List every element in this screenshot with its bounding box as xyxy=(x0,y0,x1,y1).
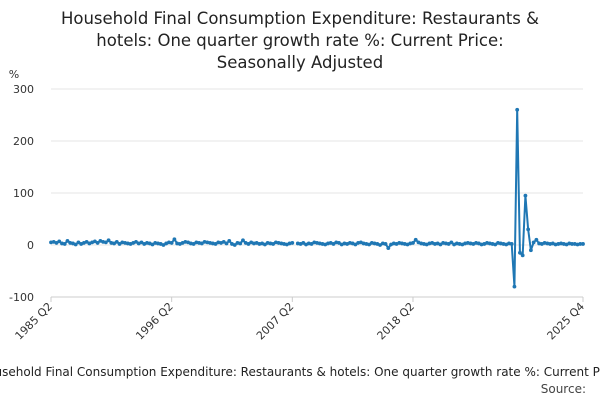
data-point xyxy=(172,237,177,242)
data-point xyxy=(241,238,245,243)
data-point xyxy=(150,242,155,247)
x-tick-label: 2007 Q2 xyxy=(254,300,297,343)
data-point xyxy=(509,242,514,246)
data-point xyxy=(139,240,144,245)
data-point xyxy=(103,240,108,245)
y-tick-label: 200 xyxy=(13,135,34,148)
data-point xyxy=(518,250,522,255)
data-point xyxy=(411,241,415,245)
data-point xyxy=(246,242,251,246)
data-point xyxy=(54,241,59,245)
data-point xyxy=(367,242,371,247)
y-tick-label: 100 xyxy=(13,187,34,200)
y-axis-unit-label: % xyxy=(9,68,19,81)
data-point xyxy=(386,246,391,251)
x-tick-label: 1996 Q2 xyxy=(133,300,176,343)
data-point xyxy=(73,242,78,247)
data-point xyxy=(529,248,533,253)
y-axis-ticks: 300 200 100 0 -100 xyxy=(9,83,34,304)
chart-title-line-3: Seasonally Adjusted xyxy=(217,53,383,72)
legend-series-label: Household Final Consumption Expenditure:… xyxy=(0,365,600,379)
data-point xyxy=(512,284,517,289)
chart-title-line-1: Household Final Consumption Expenditure:… xyxy=(61,9,539,28)
data-point xyxy=(106,238,111,243)
y-tick-label: 0 xyxy=(27,239,34,252)
x-axis: 1985 Q2 1996 Q2 2007 Q2 2018 Q2 2025 Q4 xyxy=(13,296,588,343)
data-point xyxy=(523,193,528,198)
data-point xyxy=(531,240,536,245)
data-point xyxy=(271,242,276,246)
data-point xyxy=(290,241,295,245)
data-point xyxy=(199,241,204,246)
gridlines xyxy=(51,88,583,298)
y-tick-label: 300 xyxy=(13,83,34,96)
data-point xyxy=(534,237,539,242)
data-point xyxy=(57,239,62,244)
data-point xyxy=(221,239,226,244)
data-point xyxy=(227,238,232,243)
data-point xyxy=(169,241,174,245)
data-point xyxy=(383,242,388,246)
series-line-segment xyxy=(297,108,583,288)
data-point xyxy=(570,242,574,246)
y-tick-label: -100 xyxy=(9,291,34,304)
data-point xyxy=(62,242,67,246)
data-point xyxy=(526,227,531,232)
series-line xyxy=(50,108,583,288)
x-tick-label: 1985 Q2 xyxy=(13,300,56,343)
data-point xyxy=(520,253,525,258)
data-point xyxy=(65,238,70,243)
series-points xyxy=(49,107,585,289)
data-point xyxy=(114,239,119,244)
x-tick-label: 2025 Q4 xyxy=(545,300,588,343)
data-point xyxy=(224,241,229,246)
chart-title-line-2: hotels: One quarter growth rate %: Curre… xyxy=(96,31,503,50)
chart-title: Household Final Consumption Expenditure:… xyxy=(61,9,539,72)
data-point xyxy=(95,241,100,245)
data-point xyxy=(581,242,585,246)
data-point xyxy=(238,241,243,246)
data-point xyxy=(161,243,166,247)
source-label: Source: xyxy=(541,382,586,396)
data-point xyxy=(449,240,454,245)
x-tick-label: 2018 Q2 xyxy=(375,300,418,343)
data-point xyxy=(413,237,418,242)
data-point xyxy=(515,107,520,112)
data-point xyxy=(331,242,336,246)
data-point xyxy=(232,243,237,247)
data-point xyxy=(578,242,583,246)
